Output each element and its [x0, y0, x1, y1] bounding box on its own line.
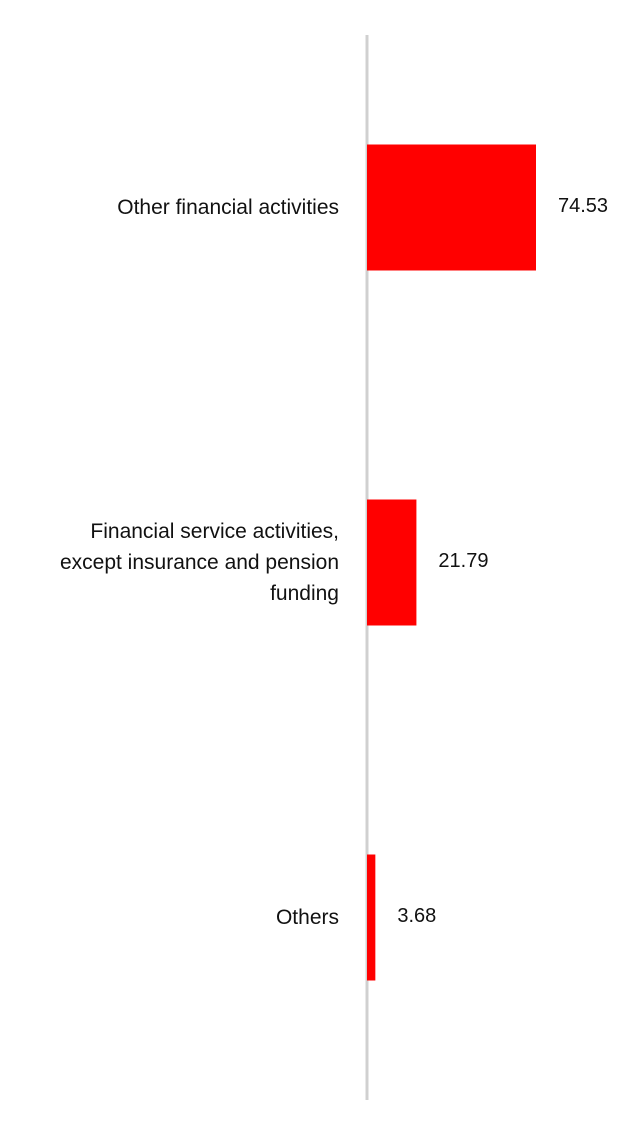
- value-label-2: 21.79: [438, 549, 489, 572]
- category-label-3: Others: [9, 902, 339, 933]
- category-label-1: Other financial activities: [9, 192, 339, 223]
- category-label-line: funding: [270, 582, 339, 605]
- bar-3: [367, 854, 376, 981]
- bar-1: [367, 144, 536, 271]
- category-label-line: except insurance and pension: [59, 551, 339, 574]
- category-label-line: Financial service activities,: [90, 520, 339, 543]
- category-label-2: Financial service activities, except insu…: [9, 516, 339, 609]
- category-label-line: Others: [275, 906, 339, 929]
- bar-2: [367, 499, 417, 626]
- value-label-1: 74.53: [558, 194, 609, 217]
- category-label-line: Other financial activities: [117, 196, 339, 219]
- value-label-3: 3.68: [397, 904, 437, 927]
